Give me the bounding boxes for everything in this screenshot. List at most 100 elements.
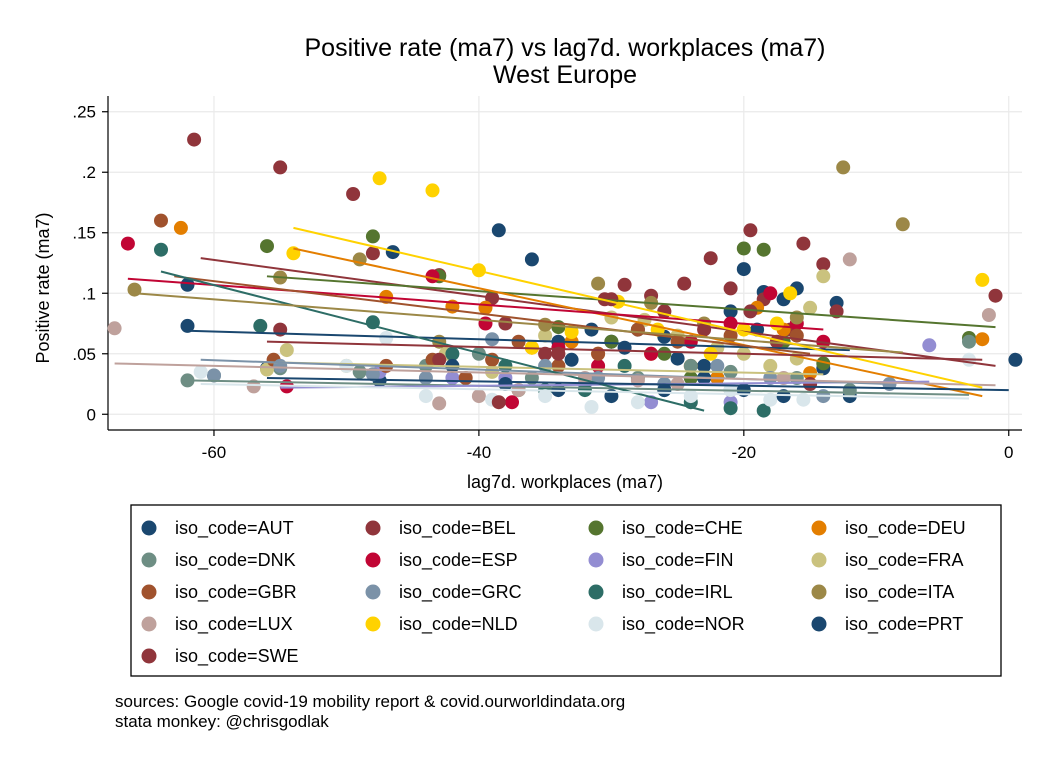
legend-label-bel: iso_code=BEL (399, 518, 516, 539)
point-grc (207, 368, 221, 383)
point-aut (564, 352, 579, 367)
legend-marker-fra (811, 552, 827, 568)
legend-label-deu: iso_code=DEU (845, 518, 966, 539)
point-nld (286, 246, 301, 261)
point-swe (743, 304, 758, 319)
fit-lines (114, 226, 1009, 412)
legend-marker-irl (588, 584, 604, 600)
point-nld (783, 286, 798, 301)
legend-label-fra: iso_code=FRA (845, 550, 964, 571)
point-nor (379, 331, 394, 345)
point-aut (736, 262, 751, 277)
point-dnk (962, 334, 976, 349)
point-prt (776, 389, 791, 404)
point-dnk (842, 383, 857, 398)
point-swe (432, 352, 447, 367)
point-prt (498, 377, 513, 391)
point-bel (703, 251, 718, 266)
legend-marker-bel (365, 520, 381, 536)
point-che (657, 346, 672, 361)
fit-line-swe (266, 340, 983, 361)
point-swe (803, 377, 818, 391)
author-note: stata monkey: @chrisgodlak (115, 712, 329, 731)
legend-label-aut: iso_code=AUT (175, 518, 294, 539)
y-tick-label: .05 (72, 345, 96, 364)
legend-marker-prt (811, 616, 827, 632)
legend-marker-ita (811, 584, 827, 600)
point-nld (769, 316, 784, 331)
point-prt (385, 245, 400, 260)
point-bel (187, 132, 202, 147)
point-nor (418, 389, 433, 404)
x-axis-label: lag7d. workplaces (ma7) (467, 472, 663, 492)
legend-marker-grc (365, 584, 381, 600)
point-bel (365, 246, 380, 261)
point-aut (180, 277, 195, 292)
point-bel (796, 236, 811, 251)
y-axis-label: Positive rate (ma7) (33, 212, 53, 363)
fit-line-deu (293, 247, 983, 398)
legend-marker-esp (365, 552, 381, 568)
point-deu (173, 220, 188, 235)
point-fra (816, 269, 831, 284)
x-tick-label: 0 (1004, 443, 1013, 462)
point-bel (816, 257, 831, 272)
point-dnk (352, 364, 367, 379)
point-irl (723, 401, 738, 416)
point-bel (677, 276, 692, 291)
point-che (604, 334, 619, 349)
axes (107, 96, 1022, 431)
x-tick-label: -60 (202, 443, 227, 462)
legend-box (130, 504, 1002, 677)
point-aut (723, 304, 738, 319)
y-tick-label: .2 (82, 163, 96, 182)
point-lux (432, 396, 447, 411)
point-nor (193, 364, 208, 379)
point-esp (763, 286, 778, 301)
point-bel (538, 346, 553, 361)
point-gbr (154, 213, 168, 228)
point-nor (584, 400, 599, 414)
point-nor (630, 395, 645, 410)
point-lux (842, 252, 857, 267)
point-gbr (591, 346, 606, 361)
x-tick-label: -20 (732, 443, 757, 462)
point-bel (723, 281, 738, 296)
point-irl (253, 318, 268, 333)
point-swe (988, 288, 1003, 303)
legend-marker-nld (365, 616, 381, 632)
y-tick-label: .1 (82, 284, 96, 303)
point-irl (577, 383, 592, 398)
legend-label-esp: iso_code=ESP (399, 550, 518, 571)
legend-marker-nor (588, 616, 604, 632)
legend-label-nor: iso_code=NOR (622, 614, 745, 635)
point-bel (346, 187, 361, 201)
point-fra (763, 358, 778, 373)
point-fra (279, 343, 294, 358)
point-che (365, 229, 380, 244)
legend-marker-deu (811, 520, 827, 536)
point-bel (743, 223, 758, 238)
point-bel (498, 316, 513, 331)
y-tick-label: .25 (72, 103, 96, 122)
point-nld (975, 272, 990, 287)
fit-line-ita (134, 292, 903, 354)
legend-label-swe: iso_code=SWE (175, 646, 299, 667)
point-nld (564, 325, 579, 339)
legend-marker-che (588, 520, 604, 536)
point-irl (445, 346, 460, 361)
legend-marker-lux (141, 616, 157, 632)
point-aut (491, 223, 506, 238)
point-che (736, 241, 751, 256)
point-esp (591, 358, 606, 373)
point-lux (471, 389, 486, 404)
point-fin (445, 371, 460, 385)
fit-line-fra (266, 361, 824, 376)
point-grc (763, 371, 778, 385)
point-swe (491, 395, 506, 410)
point-ita (591, 276, 606, 291)
legend: iso_code=AUT iso_code=BEL iso_code=CHE iso_… (141, 518, 966, 667)
legend-marker-dnk (141, 552, 157, 568)
point-esp (505, 395, 519, 410)
